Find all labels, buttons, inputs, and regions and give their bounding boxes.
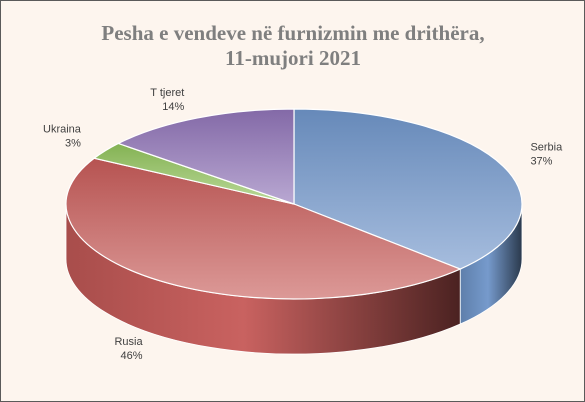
slice-label-serbia: Serbia [530, 141, 563, 153]
pie-slice-rusia [65, 157, 462, 300]
slice-value-serbia: 37% [530, 155, 552, 167]
chart-title-line-2: 11-mujori 2021 [225, 46, 361, 70]
pie-labels: Serbia 37% Rusia 46% Ukraina 3% T tjeret 14% [43, 87, 563, 362]
slice-label-ukraina: Ukraina [43, 124, 82, 136]
slice-label-t-tjeret: T tjeret [150, 87, 184, 99]
pie-slice-t-tjeret [116, 108, 295, 205]
chart-title-line-1: Pesha e vendeve në furnizmin me drithëra… [101, 21, 484, 45]
slice-value-rusia: 46% [121, 350, 143, 362]
pie-slices [65, 108, 523, 300]
slice-label-rusia: Rusia [114, 336, 143, 348]
pie-slice-serbia [293, 108, 523, 270]
slice-value-t-tjeret: 14% [162, 101, 184, 113]
slice-value-ukraina: 3% [65, 138, 81, 150]
